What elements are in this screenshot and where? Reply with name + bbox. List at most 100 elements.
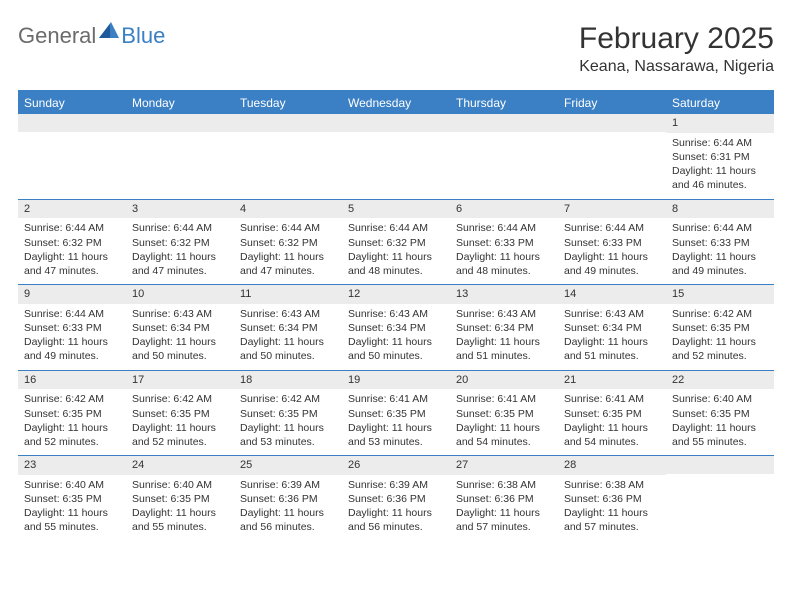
day-cell: 28Sunrise: 6:38 AMSunset: 6:36 PMDayligh… — [558, 456, 666, 541]
week-row: 23Sunrise: 6:40 AMSunset: 6:35 PMDayligh… — [18, 455, 774, 541]
day-body: Sunrise: 6:43 AMSunset: 6:34 PMDaylight:… — [558, 304, 666, 370]
day-cell: 24Sunrise: 6:40 AMSunset: 6:35 PMDayligh… — [126, 456, 234, 541]
day-number: 1 — [666, 114, 774, 133]
sunrise-text: Sunrise: 6:44 AM — [132, 221, 228, 235]
day-number: 13 — [450, 285, 558, 304]
day-cell: 4 Sunrise: 6:44 AMSunset: 6:32 PMDaylight… — [234, 200, 342, 285]
sunrise-text: Sunrise: 6:44 AM — [24, 221, 120, 235]
day-number: 3 — [126, 200, 234, 219]
day-cell — [558, 114, 666, 199]
sunrise-text: Sunrise: 6:42 AM — [240, 392, 336, 406]
day-body: Sunrise: 6:43 AMSunset: 6:34 PMDaylight:… — [234, 304, 342, 370]
day-number — [126, 114, 234, 132]
day-body: Sunrise: 6:38 AMSunset: 6:36 PMDaylight:… — [558, 475, 666, 541]
day-body: Sunrise: 6:44 AMSunset: 6:32 PMDaylight:… — [126, 218, 234, 284]
sunrise-text: Sunrise: 6:43 AM — [456, 307, 552, 321]
sunset-text: Sunset: 6:32 PM — [24, 236, 120, 250]
day-cell — [450, 114, 558, 199]
daylight-text: Daylight: 11 hours and 46 minutes. — [672, 164, 768, 192]
daylight-text: Daylight: 11 hours and 48 minutes. — [456, 250, 552, 278]
sunset-text: Sunset: 6:34 PM — [240, 321, 336, 335]
daylight-text: Daylight: 11 hours and 55 minutes. — [132, 506, 228, 534]
sunrise-text: Sunrise: 6:44 AM — [564, 221, 660, 235]
day-number: 20 — [450, 371, 558, 390]
day-number: 4 — [234, 200, 342, 219]
sunset-text: Sunset: 6:35 PM — [132, 407, 228, 421]
daylight-text: Daylight: 11 hours and 47 minutes. — [132, 250, 228, 278]
day-number: 26 — [342, 456, 450, 475]
day-cell: 18Sunrise: 6:42 AMSunset: 6:35 PMDayligh… — [234, 371, 342, 456]
daylight-text: Daylight: 11 hours and 50 minutes. — [240, 335, 336, 363]
week-row: 16Sunrise: 6:42 AMSunset: 6:35 PMDayligh… — [18, 370, 774, 456]
day-number: 9 — [18, 285, 126, 304]
day-cell: 26Sunrise: 6:39 AMSunset: 6:36 PMDayligh… — [342, 456, 450, 541]
sunset-text: Sunset: 6:32 PM — [132, 236, 228, 250]
day-body: Sunrise: 6:40 AMSunset: 6:35 PMDaylight:… — [666, 389, 774, 455]
daylight-text: Daylight: 11 hours and 49 minutes. — [24, 335, 120, 363]
day-header-sun: Sunday — [18, 92, 126, 114]
day-header-sat: Saturday — [666, 92, 774, 114]
location: Keana, Nassarawa, Nigeria — [579, 58, 774, 76]
sunset-text: Sunset: 6:32 PM — [348, 236, 444, 250]
daylight-text: Daylight: 11 hours and 55 minutes. — [672, 421, 768, 449]
sunset-text: Sunset: 6:32 PM — [240, 236, 336, 250]
sunset-text: Sunset: 6:36 PM — [348, 492, 444, 506]
month-year: February 2025 — [579, 22, 774, 56]
day-number — [342, 114, 450, 132]
day-number — [18, 114, 126, 132]
sunrise-text: Sunrise: 6:41 AM — [564, 392, 660, 406]
day-cell: 8Sunrise: 6:44 AMSunset: 6:33 PMDaylight… — [666, 200, 774, 285]
daylight-text: Daylight: 11 hours and 51 minutes. — [564, 335, 660, 363]
day-body: Sunrise: 6:39 AMSunset: 6:36 PMDaylight:… — [342, 475, 450, 541]
daylight-text: Daylight: 11 hours and 47 minutes. — [24, 250, 120, 278]
day-number — [558, 114, 666, 132]
sunrise-text: Sunrise: 6:40 AM — [132, 478, 228, 492]
daylight-text: Daylight: 11 hours and 55 minutes. — [24, 506, 120, 534]
sunrise-text: Sunrise: 6:41 AM — [456, 392, 552, 406]
day-cell: 20 Sunrise: 6:41 AMSunset: 6:35 PMDayligh… — [450, 371, 558, 456]
sunrise-text: Sunrise: 6:44 AM — [240, 221, 336, 235]
daylight-text: Daylight: 11 hours and 47 minutes. — [240, 250, 336, 278]
day-number: 10 — [126, 285, 234, 304]
sunrise-text: Sunrise: 6:40 AM — [672, 392, 768, 406]
day-header-tue: Tuesday — [234, 92, 342, 114]
day-number: 16 — [18, 371, 126, 390]
day-cell — [666, 456, 774, 541]
day-body: Sunrise: 6:43 AMSunset: 6:34 PMDaylight:… — [450, 304, 558, 370]
sunrise-text: Sunrise: 6:44 AM — [672, 221, 768, 235]
day-number — [234, 114, 342, 132]
day-number: 18 — [234, 371, 342, 390]
day-cell: 21Sunrise: 6:41 AMSunset: 6:35 PMDayligh… — [558, 371, 666, 456]
day-cell: 7Sunrise: 6:44 AMSunset: 6:33 PMDaylight… — [558, 200, 666, 285]
sunset-text: Sunset: 6:33 PM — [564, 236, 660, 250]
day-body: Sunrise: 6:44 AMSunset: 6:33 PMDaylight:… — [666, 218, 774, 284]
daylight-text: Daylight: 11 hours and 57 minutes. — [564, 506, 660, 534]
page-header: General Blue February 2025 Keana, Nassar… — [18, 22, 774, 76]
day-cell: 16Sunrise: 6:42 AMSunset: 6:35 PMDayligh… — [18, 371, 126, 456]
sunrise-text: Sunrise: 6:42 AM — [24, 392, 120, 406]
sunset-text: Sunset: 6:35 PM — [672, 321, 768, 335]
daylight-text: Daylight: 11 hours and 54 minutes. — [456, 421, 552, 449]
sunset-text: Sunset: 6:35 PM — [24, 407, 120, 421]
day-number: 17 — [126, 371, 234, 390]
day-header-row: Sunday Monday Tuesday Wednesday Thursday… — [18, 92, 774, 114]
sunrise-text: Sunrise: 6:39 AM — [240, 478, 336, 492]
sunset-text: Sunset: 6:35 PM — [456, 407, 552, 421]
day-body: Sunrise: 6:44 AMSunset: 6:33 PMDaylight:… — [18, 304, 126, 370]
day-body: Sunrise: 6:41 AMSunset: 6:35 PMDaylight:… — [558, 389, 666, 455]
sunset-text: Sunset: 6:35 PM — [132, 492, 228, 506]
day-body: Sunrise: 6:38 AMSunset: 6:36 PMDaylight:… — [450, 475, 558, 541]
sunrise-text: Sunrise: 6:40 AM — [24, 478, 120, 492]
sunset-text: Sunset: 6:36 PM — [456, 492, 552, 506]
day-number: 25 — [234, 456, 342, 475]
day-number: 12 — [342, 285, 450, 304]
day-number: 8 — [666, 200, 774, 219]
sunset-text: Sunset: 6:31 PM — [672, 150, 768, 164]
sunset-text: Sunset: 6:34 PM — [132, 321, 228, 335]
sunset-text: Sunset: 6:34 PM — [348, 321, 444, 335]
day-body: Sunrise: 6:42 AMSunset: 6:35 PMDaylight:… — [234, 389, 342, 455]
sunrise-text: Sunrise: 6:38 AM — [456, 478, 552, 492]
sunrise-text: Sunrise: 6:43 AM — [564, 307, 660, 321]
day-number: 7 — [558, 200, 666, 219]
day-cell: 27Sunrise: 6:38 AMSunset: 6:36 PMDayligh… — [450, 456, 558, 541]
